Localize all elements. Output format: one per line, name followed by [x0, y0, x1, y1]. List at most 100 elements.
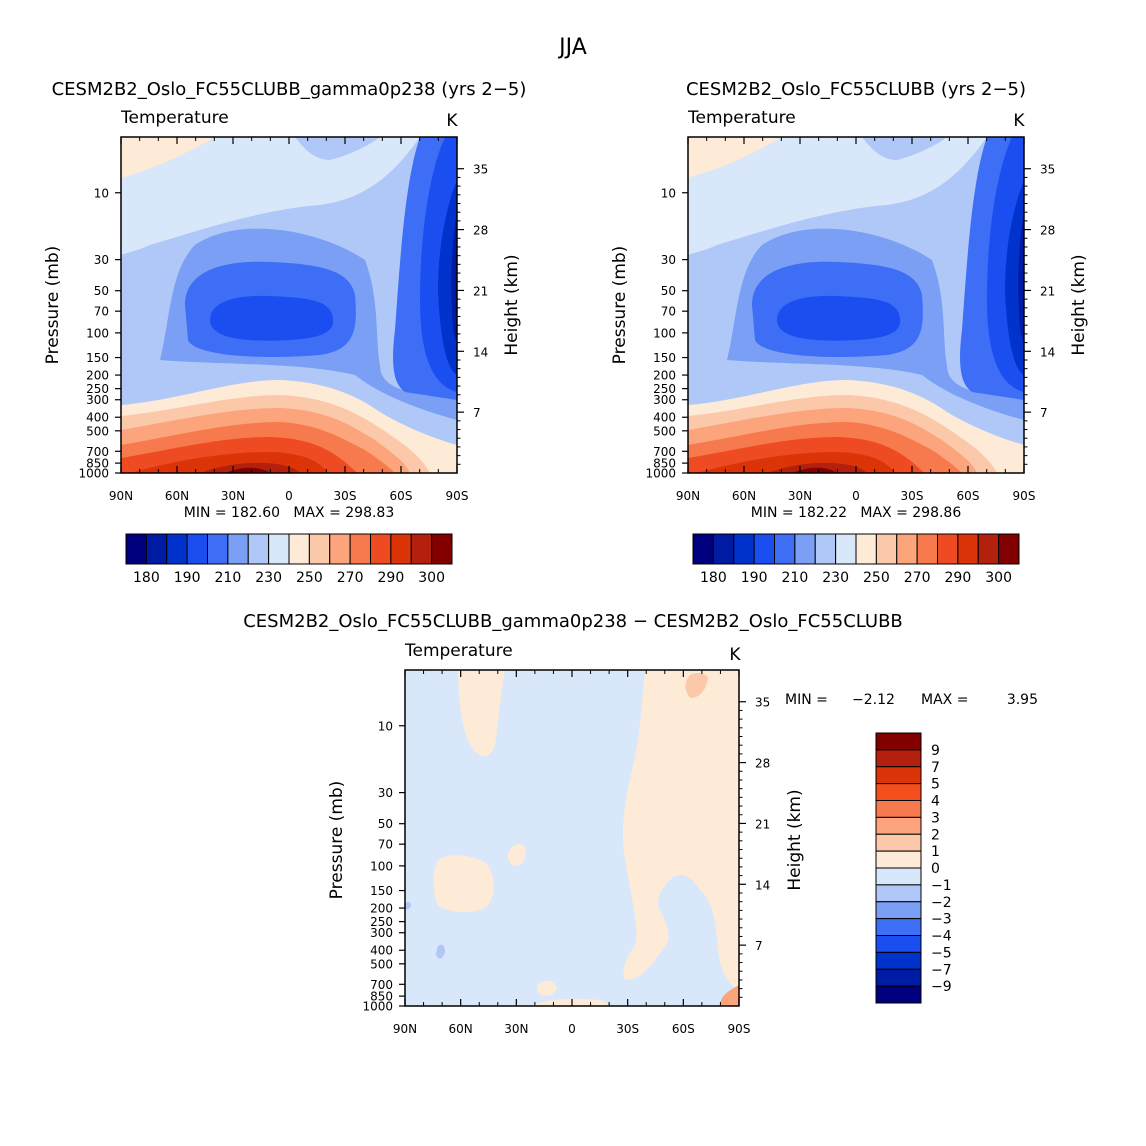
colorbar-swatch: [431, 533, 453, 565]
colorbar-swatch: [875, 783, 922, 801]
colorbar-swatch: [186, 533, 208, 565]
colorbar-swatch: [896, 533, 918, 565]
colorbar-swatch: [875, 816, 922, 835]
colorbar-label: 210: [215, 570, 242, 586]
y-tick-label: 50: [661, 284, 676, 298]
y-tick-label: 700: [370, 978, 393, 992]
colorbar-swatch: [125, 533, 147, 565]
colorbar-swatch: [875, 951, 922, 970]
colorbar-swatch: [875, 884, 922, 903]
colorbar-label: −9: [931, 979, 952, 995]
panel-2: CESM2B2_Oslo_FC55CLUBB (yrs 2−5) Tempera…: [610, 79, 1089, 586]
x-tick-label: 90S: [728, 1022, 751, 1036]
colorbar-swatch: [308, 533, 331, 565]
y-tick-label: 250: [370, 915, 393, 929]
y-tick-label: 1000: [645, 467, 676, 481]
y2-tick-label: 7: [755, 939, 763, 953]
y-tick-label: 250: [86, 382, 109, 396]
panel-3: CESM2B2_Oslo_FC55CLUBB_gamma0p238 − CESM…: [243, 611, 1038, 1036]
colorbar-swatch: [875, 968, 922, 987]
colorbar-label: 180: [700, 570, 727, 586]
y-tick-label: 300: [653, 393, 676, 407]
panel-2-y2label: Height (km): [1069, 254, 1089, 355]
y-tick-label: 100: [653, 326, 676, 340]
y2-tick-label: 14: [1040, 345, 1055, 359]
panel-1: CESM2B2_Oslo_FC55CLUBB_gamma0p238 (yrs 2…: [43, 79, 526, 586]
y2-tick-label: 35: [755, 696, 770, 710]
y2-tick-label: 7: [1040, 406, 1048, 420]
panel-2-ylabel: Pressure (mb): [610, 246, 630, 365]
colorbar-label: 7: [931, 760, 940, 776]
panel-2-colorbar: 180 190 210 230 250 270 290 300: [692, 533, 1020, 586]
colorbar-swatch: [349, 533, 371, 565]
y2-tick-label: 14: [755, 878, 770, 892]
panel-3-variable: Temperature: [404, 641, 513, 661]
y-tick-label: 30: [661, 253, 676, 267]
colorbar-swatch: [916, 533, 938, 565]
panel-1-ylabel: Pressure (mb): [43, 246, 63, 365]
y-tick-label: 70: [661, 305, 676, 319]
y-tick-label: 400: [653, 411, 676, 425]
colorbar-swatch: [875, 749, 922, 768]
colorbar-swatch: [145, 533, 168, 565]
y2-tick-label: 35: [1040, 163, 1055, 177]
y-tick-label: 30: [94, 253, 109, 267]
colorbar-swatch: [268, 533, 290, 565]
y2-tick-label: 21: [1040, 284, 1055, 298]
y-tick-label: 300: [86, 393, 109, 407]
y-tick-label: 400: [86, 411, 109, 425]
x-tick-label: 60N: [165, 489, 189, 503]
colorbar-swatch: [329, 533, 351, 565]
y2-tick-label: 21: [755, 817, 770, 831]
colorbar-swatch: [207, 533, 229, 565]
colorbar-label: −3: [931, 912, 952, 928]
x-tick-label: 30N: [221, 489, 245, 503]
colorbar-label: 1: [931, 844, 940, 860]
colorbar-swatch: [875, 850, 922, 869]
x-tick-label: 30S: [334, 489, 357, 503]
colorbar-label: 290: [945, 570, 972, 586]
x-tick-label: 90N: [109, 489, 133, 503]
colorbar-label: 270: [337, 570, 364, 586]
colorbar-swatch: [875, 833, 922, 852]
colorbar-swatch: [247, 533, 270, 565]
panel-2-y2-axis: 7 14 21 28 35: [1024, 163, 1055, 465]
colorbar-swatch: [875, 985, 922, 1004]
panel-2-title: CESM2B2_Oslo_FC55CLUBB (yrs 2−5): [686, 79, 1026, 100]
figure-title: JJA: [557, 35, 587, 60]
colorbar-label: 180: [133, 570, 160, 586]
y-tick-label: 1000: [362, 1000, 393, 1014]
y-tick-label: 850: [653, 457, 676, 471]
y-tick-label: 500: [653, 424, 676, 438]
x-tick-label: 30S: [616, 1022, 639, 1036]
y-tick-label: 200: [370, 902, 393, 916]
x-tick-label: 60S: [672, 1022, 695, 1036]
colorbar-label: 9: [931, 743, 940, 759]
x-tick-label: 60N: [449, 1022, 473, 1036]
y-tick-label: 150: [653, 351, 676, 365]
y2-tick-label: 7: [473, 406, 481, 420]
colorbar-swatch: [875, 867, 922, 886]
colorbar-label: 210: [782, 570, 809, 586]
x-tick-label: 0: [568, 1022, 576, 1036]
y-tick-label: 400: [370, 944, 393, 958]
panel-3-y2label: Height (km): [785, 789, 805, 890]
colorbar-swatch: [410, 533, 433, 565]
panel-3-x-axis: 90N 60N 30N 0 30S 60S 90S: [393, 670, 751, 1036]
y-tick-label: 150: [86, 351, 109, 365]
y-tick-label: 10: [378, 719, 393, 733]
colorbar-swatch: [875, 935, 922, 953]
colorbar-label: 5: [931, 777, 940, 793]
colorbar-label: 230: [255, 570, 282, 586]
colorbar-swatch: [977, 533, 1000, 565]
y-tick-label: 200: [653, 369, 676, 383]
colorbar-label: −5: [931, 945, 952, 961]
y-tick-label: 850: [86, 457, 109, 471]
y2-tick-label: 28: [1040, 224, 1055, 238]
panel-2-x-axis: 90N 60N 30N 0 30S 60S 90S: [676, 137, 1035, 503]
y2-tick-label: 35: [473, 163, 488, 177]
colorbar-swatch: [814, 533, 837, 565]
x-tick-label: 30S: [901, 489, 924, 503]
panel-1-variable: Temperature: [120, 108, 229, 128]
